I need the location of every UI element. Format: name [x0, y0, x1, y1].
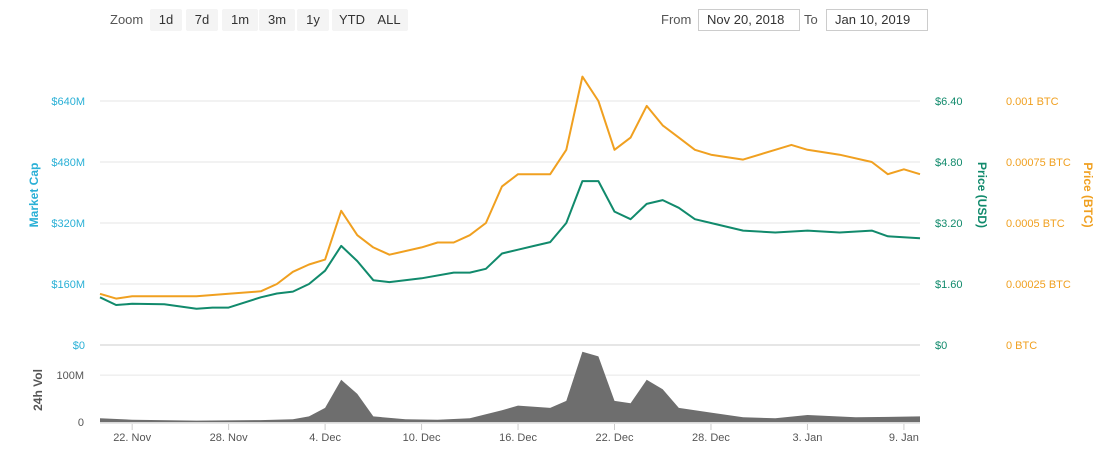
volume-area-group — [100, 351, 920, 422]
grid-lines — [100, 100, 920, 423]
volume-area — [100, 351, 920, 422]
price-btc-tick-label: 0 BTC — [1006, 340, 1037, 352]
price-btc-line — [99, 75, 921, 300]
x-tick-label: 9. Jan — [889, 432, 919, 444]
zoom-3m-button[interactable]: 3m — [259, 9, 295, 31]
price-usd-axis-title: Price (USD) — [975, 162, 989, 228]
price-usd-tick-label: $6.40 — [935, 96, 963, 108]
x-tick-label: 28. Dec — [692, 432, 730, 444]
zoom-1d-button[interactable]: 1d — [150, 9, 182, 31]
zoom-7d-button[interactable]: 7d — [186, 9, 218, 31]
price-btc-tick-label: 0.00075 BTC — [1006, 157, 1071, 169]
zoom-1m-button[interactable]: 1m — [222, 9, 258, 31]
zoom-1y-button[interactable]: 1y — [297, 9, 329, 31]
axis-labels-group: $0 $160M $320M $480M $640M $0 $1.60 $3.20 $4.80 $… — [51, 96, 1071, 429]
price-usd-line — [99, 180, 921, 310]
x-tick-label: 28. Nov — [210, 432, 248, 444]
volume-tick-label: 100M — [56, 370, 84, 382]
price-usd-tick-label: $0 — [935, 340, 947, 352]
market-cap-tick-label: $160M — [51, 279, 85, 291]
x-tick-label: 16. Dec — [499, 432, 537, 444]
price-btc-tick-label: 0.0005 BTC — [1006, 218, 1065, 230]
x-tick-label: 3. Jan — [792, 432, 822, 444]
price-btc-tick-label: 0.001 BTC — [1006, 96, 1059, 108]
zoom-label: Zoom — [110, 12, 144, 27]
volume-axis-title: 24h Vol — [31, 369, 45, 411]
to-date-input[interactable] — [826, 9, 928, 31]
zoom-ytd-button[interactable]: YTD — [332, 9, 372, 31]
x-tick-label: 10. Dec — [403, 432, 441, 444]
price-btc-axis-title: Price (BTC) — [1081, 162, 1095, 227]
zoom-all-button[interactable]: ALL — [370, 9, 408, 31]
to-label: To — [804, 12, 818, 27]
price-usd-tick-label: $4.80 — [935, 157, 963, 169]
volume-tick-label: 0 — [78, 417, 84, 429]
x-tick-label: 22. Dec — [596, 432, 634, 444]
price-lines-group — [99, 75, 921, 310]
market-cap-tick-label: $640M — [51, 96, 85, 108]
market-cap-tick-label: $320M — [51, 218, 85, 230]
x-axis-ticks: 22. Nov 28. Nov 4. Dec 10. Dec 16. Dec 22. De… — [100, 422, 920, 444]
market-cap-tick-label: $0 — [73, 340, 85, 352]
x-tick-label: 22. Nov — [113, 432, 151, 444]
from-label: From — [661, 12, 692, 27]
price-usd-tick-label: $3.20 — [935, 218, 963, 230]
from-date-input[interactable] — [698, 9, 800, 31]
market-cap-axis-title: Market Cap — [27, 163, 41, 228]
x-tick-label: 4. Dec — [309, 432, 341, 444]
market-cap-tick-label: $480M — [51, 157, 85, 169]
chart-toolbar: Zoom 1d 7d 1m 3m 1y YTD ALL From To — [0, 0, 1102, 40]
price-usd-tick-label: $1.60 — [935, 279, 963, 291]
price-btc-tick-label: 0.00025 BTC — [1006, 279, 1071, 291]
